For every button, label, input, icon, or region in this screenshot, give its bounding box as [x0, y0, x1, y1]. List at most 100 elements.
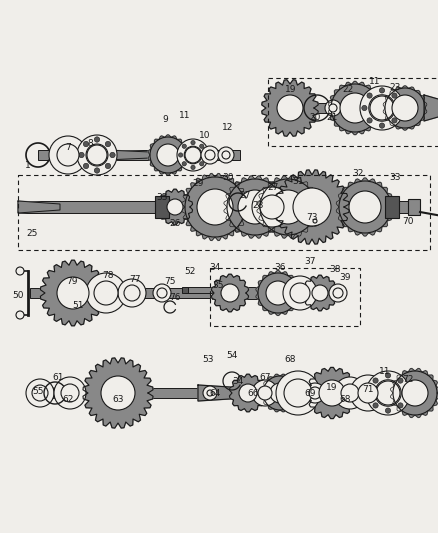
Circle shape: [373, 403, 378, 408]
Text: 36: 36: [274, 263, 286, 272]
Text: 22: 22: [343, 85, 353, 94]
Circle shape: [367, 118, 372, 123]
Circle shape: [16, 311, 24, 319]
Polygon shape: [262, 80, 318, 136]
Bar: [270, 103, 438, 113]
Circle shape: [201, 146, 219, 164]
Circle shape: [83, 163, 89, 168]
Circle shape: [360, 86, 404, 130]
Text: 37: 37: [304, 257, 316, 266]
Circle shape: [203, 153, 208, 157]
Circle shape: [239, 384, 257, 402]
Circle shape: [184, 146, 202, 164]
Circle shape: [26, 379, 54, 407]
Text: 61: 61: [52, 373, 64, 382]
Circle shape: [373, 378, 378, 383]
Bar: [30, 288, 210, 298]
Circle shape: [86, 144, 108, 166]
Text: 34: 34: [209, 263, 221, 272]
Circle shape: [370, 96, 394, 120]
Text: 76: 76: [169, 294, 181, 303]
Circle shape: [252, 380, 278, 406]
Polygon shape: [328, 82, 381, 135]
Polygon shape: [230, 374, 267, 412]
Text: 35: 35: [212, 280, 224, 289]
Circle shape: [341, 384, 359, 402]
Text: 27: 27: [267, 183, 279, 192]
Text: 54: 54: [226, 351, 238, 359]
Circle shape: [397, 106, 402, 111]
Text: 68: 68: [339, 395, 351, 405]
Text: 73: 73: [306, 214, 318, 222]
Text: 75: 75: [164, 278, 176, 287]
Bar: [185, 287, 252, 293]
Polygon shape: [40, 260, 106, 326]
Polygon shape: [181, 174, 248, 240]
Text: 39: 39: [339, 273, 351, 282]
Text: 10: 10: [199, 131, 211, 140]
Circle shape: [334, 377, 366, 409]
Circle shape: [271, 190, 305, 224]
Circle shape: [305, 383, 325, 403]
Circle shape: [83, 141, 89, 147]
Circle shape: [367, 93, 372, 98]
Polygon shape: [157, 189, 193, 225]
Circle shape: [403, 390, 408, 395]
Text: 12: 12: [223, 124, 234, 133]
Circle shape: [110, 152, 115, 158]
Circle shape: [392, 93, 397, 98]
Text: 71: 71: [362, 385, 374, 394]
Polygon shape: [212, 274, 249, 312]
Text: 50: 50: [12, 290, 24, 300]
Text: 66: 66: [247, 389, 259, 398]
Circle shape: [207, 390, 213, 396]
Text: 19: 19: [285, 85, 297, 94]
Text: 30: 30: [222, 173, 234, 182]
Circle shape: [79, 152, 84, 158]
Text: 79: 79: [66, 278, 78, 287]
Text: 28: 28: [252, 200, 264, 209]
Circle shape: [310, 216, 320, 226]
Circle shape: [349, 191, 381, 223]
Circle shape: [277, 95, 303, 121]
Circle shape: [266, 281, 290, 305]
Bar: [385, 196, 399, 218]
Bar: [210, 268, 360, 326]
Text: 7: 7: [65, 143, 71, 152]
Circle shape: [329, 104, 337, 112]
Text: 11: 11: [179, 110, 191, 119]
Bar: [182, 287, 188, 293]
Circle shape: [94, 281, 118, 305]
Circle shape: [178, 153, 183, 157]
Text: 25: 25: [26, 230, 38, 238]
Circle shape: [77, 135, 117, 175]
Circle shape: [392, 118, 397, 123]
Circle shape: [362, 106, 367, 111]
Circle shape: [185, 147, 201, 163]
Circle shape: [94, 168, 100, 173]
Text: 1: 1: [25, 160, 31, 169]
Circle shape: [270, 383, 290, 403]
Circle shape: [366, 371, 410, 415]
Circle shape: [258, 386, 272, 400]
Circle shape: [325, 100, 341, 116]
Text: 38: 38: [329, 265, 341, 274]
Text: 8: 8: [87, 139, 93, 148]
Text: 67: 67: [259, 374, 271, 383]
Circle shape: [16, 267, 24, 275]
Polygon shape: [83, 358, 153, 428]
Polygon shape: [383, 86, 427, 130]
Circle shape: [49, 136, 87, 174]
Polygon shape: [105, 150, 150, 160]
Circle shape: [290, 283, 310, 303]
Polygon shape: [148, 135, 188, 175]
Circle shape: [252, 187, 292, 227]
Circle shape: [333, 288, 343, 298]
Text: 64: 64: [209, 389, 221, 398]
Circle shape: [153, 284, 171, 302]
Circle shape: [167, 199, 183, 215]
Circle shape: [375, 380, 401, 406]
Circle shape: [61, 384, 79, 402]
Circle shape: [368, 390, 373, 395]
Circle shape: [54, 377, 86, 409]
